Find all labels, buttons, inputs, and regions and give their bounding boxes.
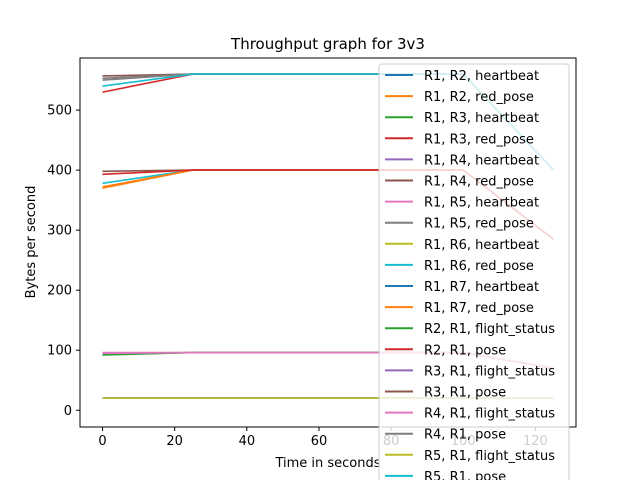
legend-entry: R1, R2, red_pose — [424, 90, 534, 105]
x-tick-label: 40 — [239, 434, 256, 449]
legend-entry: R1, R5, red_pose — [424, 217, 534, 232]
x-tick-label: 20 — [166, 434, 183, 449]
plot-frame — [79, 57, 577, 428]
x-tick-label: 60 — [311, 434, 328, 449]
y-tick-label: 200 — [47, 284, 72, 299]
y-tick-label: 300 — [47, 224, 72, 239]
x-tick-label: 0 — [98, 434, 106, 449]
y-tick-label: 400 — [47, 164, 72, 179]
x-axis-label: Time in seconds — [274, 456, 380, 471]
legend-entry: R1, R3, red_pose — [424, 132, 534, 147]
legend-entry: R1, R6, red_pose — [424, 259, 534, 274]
legend: R1, R2, heartbeat R1, R2, red_pose R1, R3,… — [378, 63, 570, 480]
y-tick-label: 100 — [47, 344, 72, 359]
legend-entry: R1, R4, red_pose — [424, 175, 534, 190]
legend-entry: R3, R1, pose — [424, 386, 506, 401]
y-tick-label: 0 — [64, 404, 72, 419]
legend-entry: R1, R2, heartbeat — [424, 69, 539, 84]
legend-entry: R4, R1, flight_status — [424, 407, 555, 422]
chart-title: Throughput graph for 3v3 — [230, 35, 425, 53]
legend-entry: R1, R5, heartbeat — [424, 196, 539, 211]
legend-entry: R2, R1, pose — [424, 343, 506, 358]
legend-entry: R4, R1, pose — [424, 428, 506, 443]
legend-entry: R1, R4, heartbeat — [424, 153, 539, 168]
y-tick-label: 500 — [47, 104, 72, 119]
legend-entry: R1, R7, heartbeat — [424, 280, 539, 295]
legend-entry: R3, R1, flight_status — [424, 364, 555, 379]
y-axis-label: Bytes per second — [24, 186, 39, 299]
legend-entry: R1, R3, heartbeat — [424, 111, 539, 126]
legend-entry: R5, R1, flight_status — [424, 449, 555, 464]
y-axis: 0 100 200 300 400 500 — [47, 104, 80, 419]
legend-entry: R1, R7, red_pose — [424, 301, 534, 316]
legend-box — [378, 63, 570, 480]
legend-entry: R1, R6, heartbeat — [424, 238, 539, 253]
legend-entry: R2, R1, flight_status — [424, 322, 555, 337]
legend-entry: R5, R1, pose — [424, 470, 506, 480]
